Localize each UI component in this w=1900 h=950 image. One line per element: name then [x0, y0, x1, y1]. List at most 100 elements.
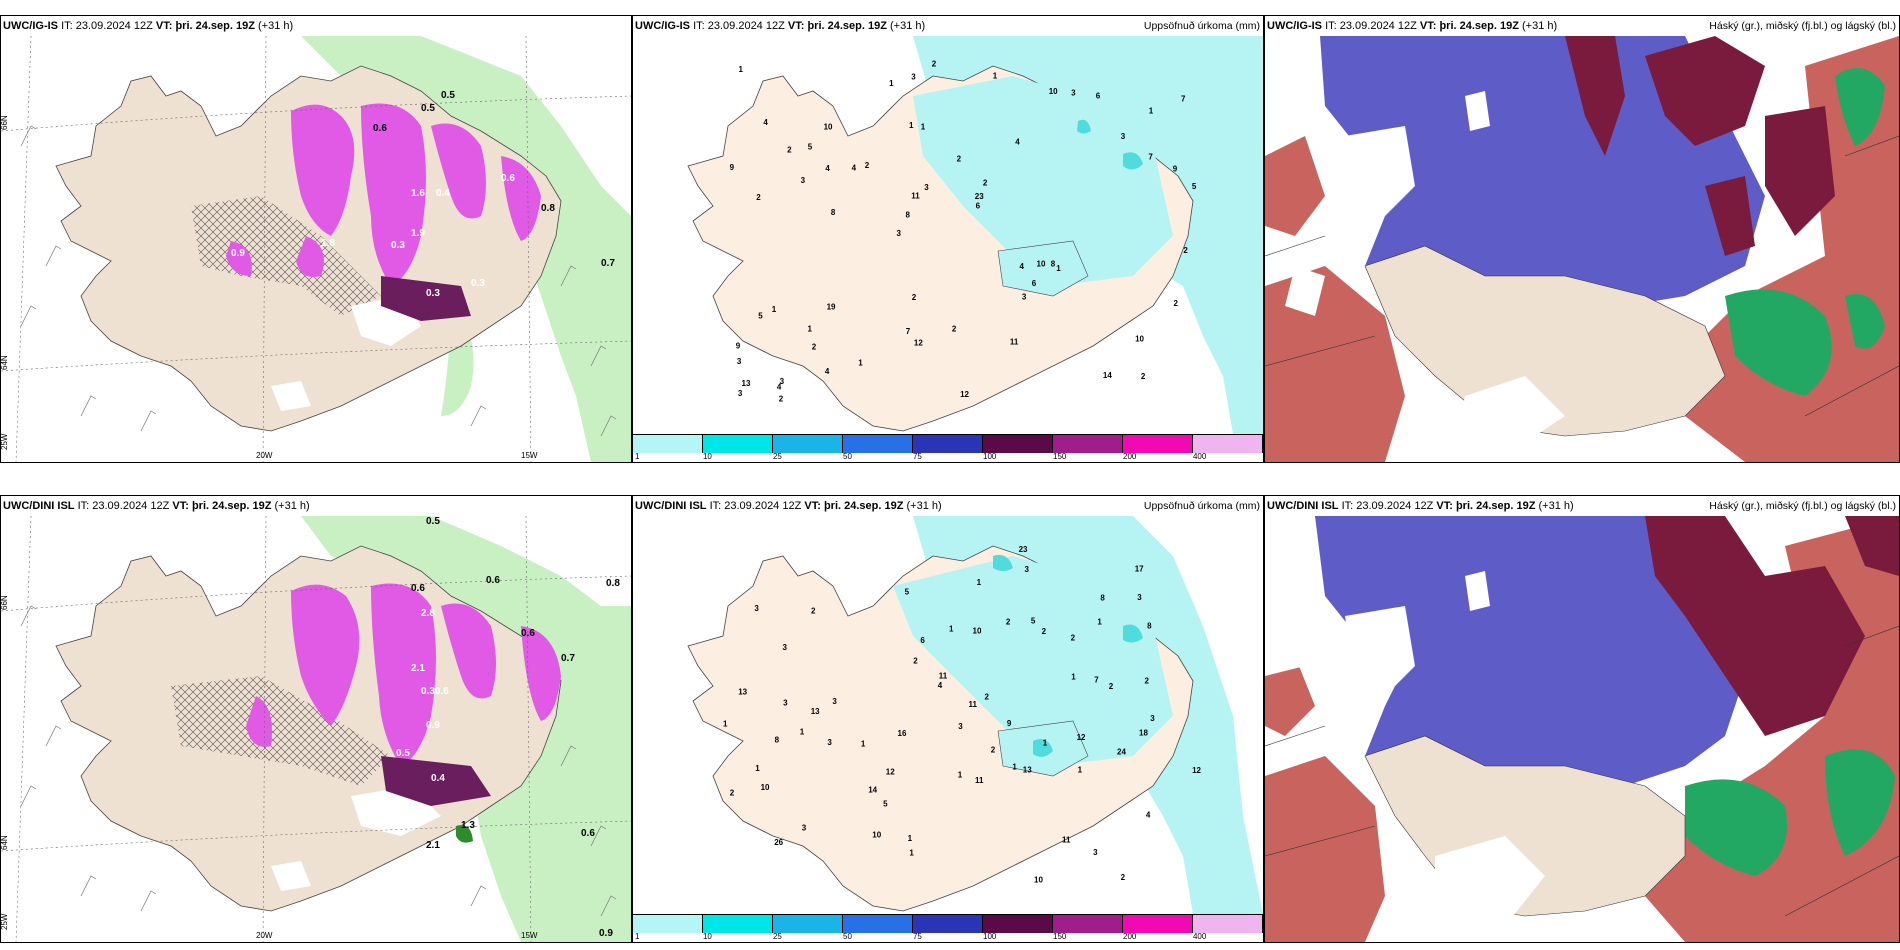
- precip-value-label: 13: [1023, 765, 1032, 774]
- precip-value-label: 2: [912, 293, 917, 302]
- snow-label: 0.4: [431, 773, 445, 784]
- vt-value: þri. 24.sep. 19Z: [807, 20, 887, 32]
- precip-value-label: 2: [1071, 634, 1076, 643]
- precip-value-label: 3: [1071, 89, 1076, 98]
- precip-value-label: 12: [1192, 766, 1201, 775]
- precip-value-label: 9: [1173, 164, 1178, 173]
- precip-value-label: 10: [1049, 87, 1058, 96]
- lon-label-15: 15W: [521, 931, 538, 940]
- lon-label-25: 25W: [1, 913, 9, 930]
- precip-value-label: 3: [783, 643, 788, 652]
- panel-title: Uppsöfnuð úrkoma (mm): [1143, 20, 1260, 32]
- colorbar-tick-label: 50: [843, 932, 852, 941]
- panel-header: UWC/DINI ISL IT: 23.09.2024 12Z VT: þri.…: [1, 496, 631, 516]
- snow-label: 0.3: [391, 240, 405, 251]
- colorbar-swatch: [913, 915, 983, 933]
- precip-value-label: 13: [742, 379, 751, 388]
- precip-value-label: 9: [736, 342, 741, 351]
- lead-time: (+31 h): [906, 500, 942, 512]
- precip-value-label: 3: [737, 357, 742, 366]
- precip-value-label: 3: [802, 824, 807, 833]
- precip-value-label: 19: [827, 303, 836, 312]
- precip-value-label: 1: [755, 764, 760, 773]
- precip-value-label: 3: [924, 183, 929, 192]
- colorbar-tick-label: 100: [983, 452, 997, 461]
- vt-label: VT:: [155, 20, 173, 32]
- vt-value: þri. 24.sep. 19Z: [823, 500, 904, 512]
- precip-value-label: 1: [861, 739, 866, 748]
- panel-top-left: UWC/IG-IS IT: 23.09.2024 12Z VT: þri. 24…: [0, 15, 632, 463]
- precip-value-label: 8: [1147, 622, 1152, 631]
- it-value: 23.09.2024 12Z: [1339, 20, 1417, 32]
- snow-label: 0.9: [231, 248, 245, 259]
- precip-value-label: 2: [985, 692, 990, 701]
- model-name: UWC/DINI ISL: [3, 500, 75, 512]
- precip-value-label: 4: [938, 681, 943, 690]
- precip-value-label: 2: [957, 154, 962, 163]
- precip-value-label: 3: [754, 604, 759, 613]
- lon-label-20: 20W: [256, 451, 273, 460]
- colorbar-tick-label: 50: [843, 452, 852, 461]
- precip-value-label: 2: [812, 343, 817, 352]
- snow-label: 2.1: [426, 840, 440, 851]
- precip-value-label: 9: [730, 163, 735, 172]
- precip-value-label: 6: [1032, 279, 1037, 288]
- precip-value-label: 5: [758, 312, 763, 321]
- it-value: 23.09.2024 12Z: [92, 500, 170, 512]
- precip-value-label: 1: [1078, 765, 1083, 774]
- vt-label: VT:: [1436, 500, 1453, 512]
- colorbar-tick-label: 400: [1192, 452, 1207, 461]
- lon-label-15: 15W: [521, 451, 538, 460]
- precip-value-label: 7: [1181, 95, 1186, 104]
- it-value: 23.09.2024 12Z: [707, 20, 785, 32]
- precip-value-label: 1: [739, 65, 744, 74]
- precip-value-label: 16: [898, 729, 907, 738]
- colorbar-swatch: [983, 435, 1053, 453]
- model-name: UWC/DINI ISL: [1267, 500, 1339, 512]
- precip-map: 2213431212321214354787111010191410812433…: [633, 36, 1263, 434]
- precip-value-label: 11: [1062, 835, 1071, 844]
- precip-value-label: 2: [1121, 873, 1126, 882]
- precip-value-label: 3: [783, 699, 788, 708]
- colorbar-tick-label: 1: [635, 452, 640, 461]
- precip-value-label: 2: [983, 179, 988, 188]
- precip-value-label: 23: [1019, 545, 1028, 554]
- precip-value-label: 12: [1077, 733, 1086, 742]
- colorbar-swatch: [773, 915, 843, 933]
- panel-header: UWC/IG-IS IT: 23.09.2024 12Z VT: þri. 24…: [1, 16, 631, 36]
- it-label: IT:: [1341, 500, 1354, 512]
- precip-value-label: 2: [1042, 627, 1047, 636]
- precip-value-label: 1: [949, 624, 954, 633]
- snow-label: 0.3: [426, 288, 440, 299]
- model-name: UWC/IG-IS: [3, 20, 58, 32]
- precip-value-label: 1: [1071, 673, 1076, 682]
- snow-label: 0.5: [441, 90, 455, 101]
- precip-value-label: 24: [1117, 748, 1126, 757]
- precip-value-label: 1: [993, 71, 998, 80]
- panel-title: Uppsöfnuð úrkoma (mm): [1143, 500, 1260, 512]
- colorbar-swatch: [843, 435, 913, 453]
- precip-value-label: 12: [960, 390, 969, 399]
- snow-label: 1.6: [411, 188, 425, 199]
- colorbar-swatch: [1053, 435, 1123, 453]
- precip-value-label: 1: [977, 578, 982, 587]
- colorbar-swatch: [1193, 915, 1263, 933]
- precip-value-label: 26: [774, 838, 783, 847]
- precip-value-label: 1: [1012, 763, 1017, 772]
- precip-value-label: 11: [911, 191, 920, 200]
- colorbar-swatch: [983, 915, 1053, 933]
- lat-label-66: 66N: [1, 595, 9, 610]
- model-name: UWC/IG-IS: [1267, 20, 1322, 32]
- cloud-map: [1265, 36, 1899, 462]
- precip-value-label: 23: [975, 192, 984, 201]
- lead-time: (+31 h): [1522, 20, 1558, 32]
- precip-value-label: 3: [1025, 565, 1030, 574]
- snow-label: 0.5: [426, 516, 440, 527]
- precip-value-label: 11: [969, 700, 978, 709]
- precip-value-label: 3: [911, 73, 916, 82]
- precip-value-label: 4: [852, 164, 857, 173]
- precip-value-label: 4: [777, 382, 782, 391]
- precip-value-label: 4: [763, 118, 768, 127]
- colorbar-tick-label: 150: [1053, 452, 1067, 461]
- colorbar-swatch: [1123, 435, 1193, 453]
